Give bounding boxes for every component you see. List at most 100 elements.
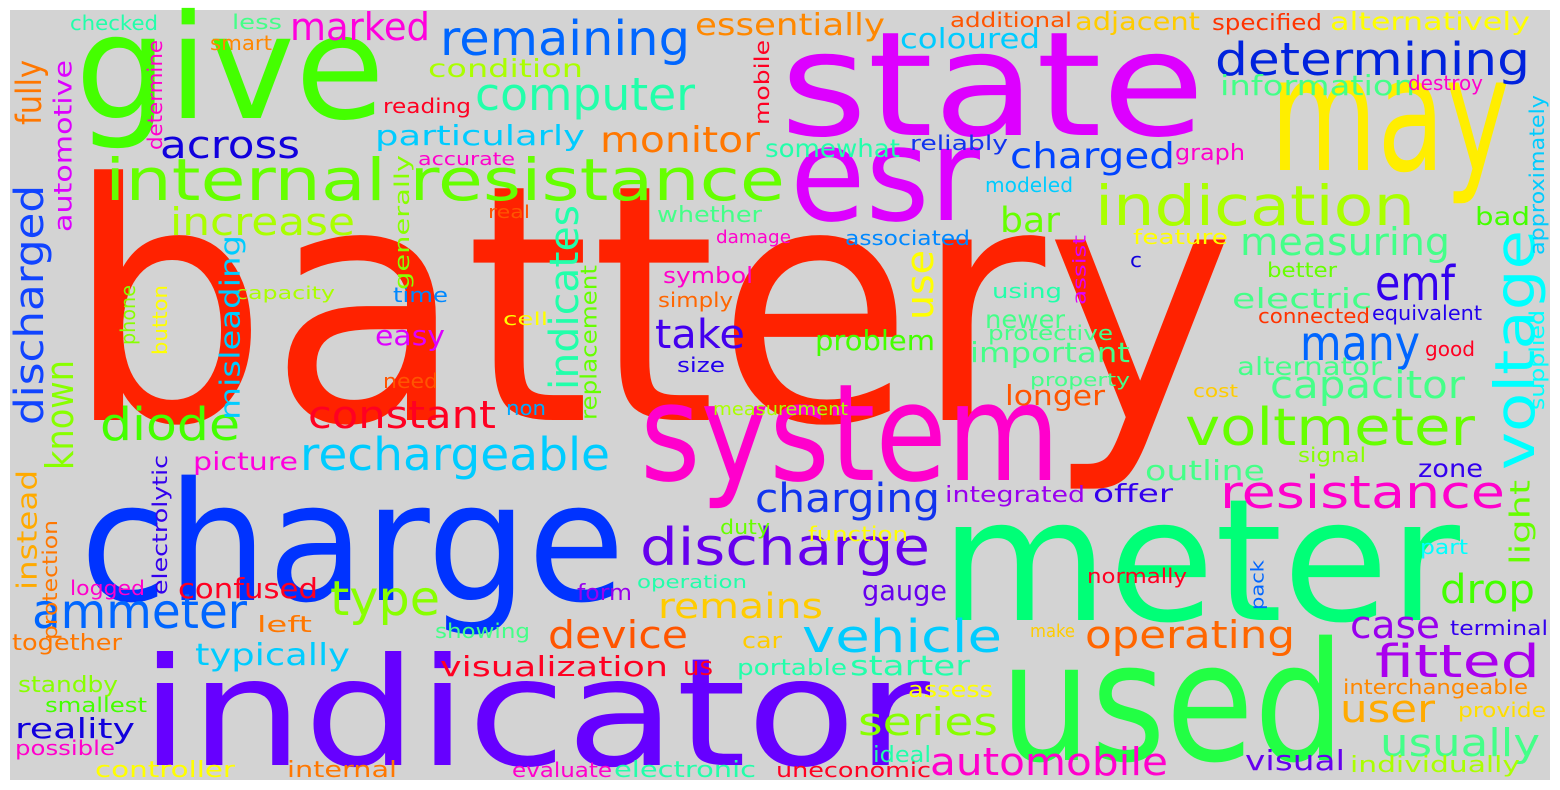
word: newer: [985, 305, 1066, 334]
word: internal resistance: [105, 146, 785, 214]
word: coloured: [900, 22, 1040, 55]
word: outline: [1145, 454, 1265, 487]
word: us: [683, 652, 713, 682]
word: real: [488, 202, 530, 223]
word: many: [1300, 316, 1420, 372]
word: specified: [1212, 11, 1322, 36]
word: measurement: [713, 399, 848, 420]
word: alternatively: [1330, 7, 1530, 36]
word: zone: [1418, 454, 1483, 483]
word: assess: [908, 678, 993, 703]
word: charging: [755, 476, 940, 522]
word: pack: [1248, 559, 1269, 610]
word: across: [160, 123, 300, 167]
word: essentially: [695, 8, 885, 43]
word: somewhat: [765, 134, 900, 163]
word: easy: [375, 319, 445, 352]
word: diode: [100, 398, 240, 451]
word: computer: [475, 68, 695, 121]
word: provide: [1458, 698, 1546, 722]
word: fully: [10, 60, 50, 125]
word: size: [677, 353, 725, 377]
word: protection: [38, 520, 62, 640]
word: operating: [1085, 613, 1295, 657]
word: phone: [116, 285, 140, 345]
word: smallest: [45, 693, 147, 717]
word: use: [898, 250, 942, 320]
word: terminal: [1450, 616, 1548, 640]
word: measuring: [1240, 220, 1450, 264]
word: using: [992, 279, 1062, 303]
word: need: [383, 369, 438, 393]
word: smart: [210, 31, 272, 55]
word: emf: [1375, 256, 1456, 312]
word: car: [742, 629, 783, 654]
word: part: [1420, 535, 1468, 559]
word: approximately: [1525, 95, 1549, 255]
word: property: [1030, 370, 1130, 391]
word: device: [548, 613, 688, 657]
word: good: [1425, 337, 1475, 361]
word: together: [12, 631, 123, 656]
word: portable: [737, 656, 847, 681]
word: symbol: [663, 264, 753, 289]
word: instead: [11, 470, 44, 590]
word: series: [858, 700, 998, 744]
word: remains: [658, 587, 823, 627]
word: form: [577, 581, 632, 606]
word: ideal: [873, 743, 931, 768]
word: meter: [940, 463, 1460, 661]
word: protective: [988, 321, 1113, 345]
word: possible: [15, 736, 115, 760]
word: charged: [1010, 136, 1175, 177]
word: duty: [720, 515, 770, 539]
word: alternator: [1237, 352, 1383, 381]
word: state: [780, 1, 1205, 170]
word: constant: [308, 393, 496, 437]
word: uneconomic: [776, 758, 931, 782]
word: charge: [80, 447, 625, 639]
word: integrated: [945, 483, 1085, 508]
word: reality: [15, 712, 135, 745]
word: bar: [1000, 201, 1061, 241]
background: [10, 10, 1550, 780]
word: supplied: [1525, 310, 1549, 410]
word: voltmeter: [1185, 398, 1476, 458]
word: type: [330, 571, 440, 627]
word: make: [1030, 621, 1075, 642]
word: checked: [70, 11, 158, 35]
word: connected: [1258, 304, 1370, 328]
word: interchangeable: [1343, 675, 1528, 699]
word: particularly: [375, 119, 585, 152]
word: drop: [1440, 567, 1535, 613]
word: capacity: [235, 283, 335, 304]
word: reliably: [910, 131, 1008, 155]
word: esr: [790, 99, 981, 251]
word: electric: [1232, 282, 1372, 315]
word: resistance: [1220, 466, 1505, 519]
word: information: [1220, 69, 1415, 102]
word: starter: [850, 649, 971, 682]
word: user: [1340, 687, 1435, 731]
word: determining: [1215, 33, 1530, 86]
word: signal: [1298, 443, 1366, 467]
word: offer: [1093, 479, 1174, 508]
word: battery: [65, 114, 1235, 498]
word: system: [640, 355, 1060, 512]
word: left: [257, 613, 313, 638]
word: rechargeable: [300, 428, 610, 481]
word: simply: [658, 288, 733, 312]
word: button: [148, 285, 172, 355]
word: automotive: [49, 60, 78, 232]
word: whether: [657, 203, 763, 228]
word: discharge: [640, 518, 930, 578]
word: typically: [195, 638, 350, 673]
word: indicator: [140, 627, 930, 790]
word: ammeter: [32, 584, 247, 640]
word: confused: [178, 572, 318, 605]
word: evaluate: [512, 758, 612, 782]
word: internal: [287, 758, 397, 783]
word: visualization: [440, 650, 668, 683]
word: fitted: [1375, 635, 1540, 688]
